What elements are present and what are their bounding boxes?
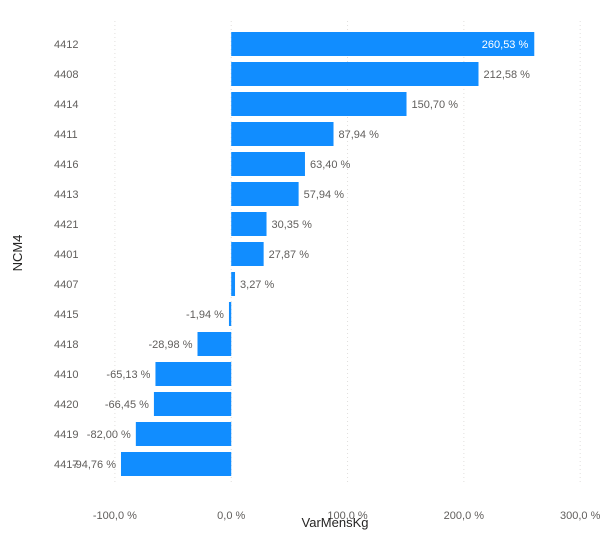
data-labels: 260,53 % 212,58 % 150,70 % 87,94 % 63,40 % 57… bbox=[72, 39, 530, 471]
bar bbox=[231, 242, 264, 266]
bar bbox=[231, 152, 305, 176]
bar bbox=[153, 392, 232, 416]
data-label: -28,98 % bbox=[148, 339, 192, 351]
data-label: -82,00 % bbox=[87, 429, 131, 441]
category-axis: 4412 4408 4414 4411 4416 4413 4421 4401 4407 4415… bbox=[54, 39, 78, 471]
bar bbox=[231, 32, 535, 56]
data-label: 150,70 % bbox=[412, 99, 459, 111]
data-label: 30,35 % bbox=[272, 219, 313, 231]
bar bbox=[231, 92, 407, 116]
x-tick-label: 0,0 % bbox=[217, 510, 245, 522]
category-label: 4411 bbox=[54, 129, 78, 141]
bar bbox=[231, 212, 267, 236]
x-tick-label: 200,0 % bbox=[444, 510, 485, 522]
data-label: -66,45 % bbox=[105, 399, 149, 411]
category-label: 4419 bbox=[54, 429, 78, 441]
category-label: 4413 bbox=[54, 189, 78, 201]
category-label: 4410 bbox=[54, 369, 78, 381]
bars bbox=[120, 32, 535, 476]
category-label: 4421 bbox=[54, 219, 78, 231]
data-label: 57,94 % bbox=[304, 189, 345, 201]
x-tick-label: 100,0 % bbox=[327, 510, 368, 522]
x-tick-label: 300,0 % bbox=[560, 510, 601, 522]
data-label: -1,94 % bbox=[186, 309, 224, 321]
data-label: 3,27 % bbox=[240, 279, 274, 291]
category-label: 4416 bbox=[54, 159, 78, 171]
bar bbox=[120, 452, 232, 476]
bar bbox=[231, 272, 236, 296]
data-label: 260,53 % bbox=[482, 39, 529, 51]
data-label: 63,40 % bbox=[310, 159, 351, 171]
x-tick-label: -100,0 % bbox=[93, 510, 137, 522]
category-label: 4407 bbox=[54, 279, 78, 291]
category-label: 4415 bbox=[54, 309, 78, 321]
data-label: 87,94 % bbox=[339, 129, 380, 141]
category-label: 4418 bbox=[54, 339, 78, 351]
category-label: 4412 bbox=[54, 39, 78, 51]
bar bbox=[231, 182, 299, 206]
bar bbox=[228, 302, 232, 326]
x-axis-title: VarMensKg bbox=[302, 515, 369, 530]
data-label: -94,76 % bbox=[72, 459, 116, 471]
category-label: 4417 bbox=[54, 459, 78, 471]
value-axis: -100,0 % 0,0 % 100,0 % 200,0 % 300,0 % bbox=[93, 510, 601, 522]
data-label: 212,58 % bbox=[483, 69, 530, 81]
bar bbox=[231, 62, 479, 86]
bar bbox=[155, 362, 232, 386]
y-axis-title: NCM4 bbox=[10, 235, 25, 272]
bar bbox=[231, 122, 334, 146]
data-label: -65,13 % bbox=[106, 369, 150, 381]
category-label: 4420 bbox=[54, 399, 78, 411]
category-label: 4408 bbox=[54, 69, 78, 81]
category-label: 4414 bbox=[54, 99, 78, 111]
bar bbox=[135, 422, 232, 446]
bar bbox=[197, 332, 232, 356]
data-label: 27,87 % bbox=[269, 249, 310, 261]
category-label: 4401 bbox=[54, 249, 78, 261]
